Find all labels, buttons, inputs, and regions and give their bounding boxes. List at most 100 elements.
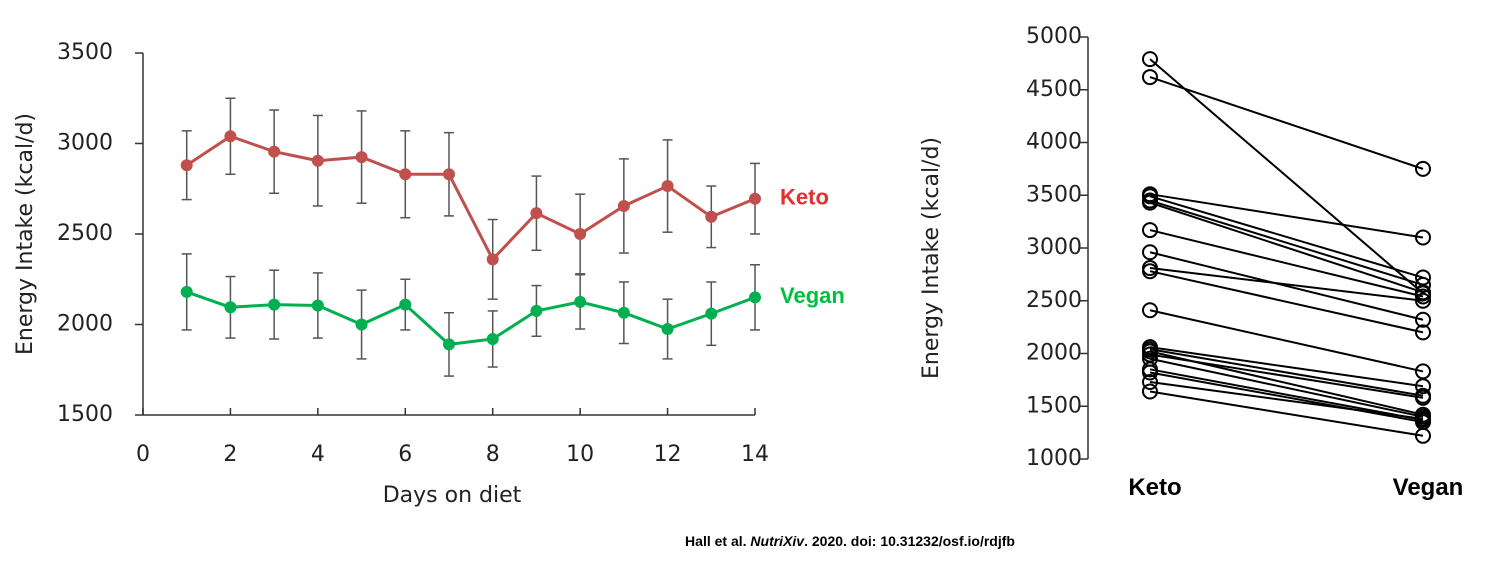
legend-label: Keto: [780, 185, 829, 210]
y-tick-label: 3000: [1026, 235, 1082, 260]
point: [530, 304, 543, 317]
point: [1142, 263, 1158, 280]
x-tick-label: 12: [654, 442, 682, 467]
pair-line: [1149, 353, 1424, 399]
y-tick-label: 2500: [1026, 288, 1082, 313]
point: [224, 130, 237, 143]
x-tick-label: 2: [223, 442, 237, 467]
pair-line: [1149, 251, 1424, 321]
legend-label: Vegan: [780, 283, 845, 308]
point: [1415, 292, 1431, 309]
point: [661, 180, 674, 193]
y-tick-label: 4500: [1026, 77, 1082, 102]
point: [399, 168, 412, 181]
y-axis-label: Energy Intake (kcal/d): [919, 137, 944, 379]
point: [224, 301, 237, 314]
y-tick-label: 2000: [1026, 341, 1082, 366]
point: [1415, 160, 1431, 177]
citation-authors: Hall et al.: [685, 533, 750, 549]
pair-line: [1149, 195, 1424, 279]
point: [749, 291, 761, 304]
point: [1142, 69, 1158, 86]
y-axis-label: Energy Intake (kcal/d): [13, 113, 38, 355]
point: [705, 307, 718, 320]
x-tick-label: 6: [398, 442, 412, 467]
pair-line: [1149, 76, 1424, 170]
point: [180, 285, 193, 298]
point: [530, 207, 543, 220]
point: [1415, 324, 1431, 341]
pair-line: [1149, 380, 1424, 420]
point: [355, 318, 368, 331]
point: [617, 306, 630, 319]
point: [268, 298, 281, 311]
citation-rest: . 2020. doi: 10.31232/osf.io/rdjfb: [804, 533, 1015, 549]
x-tick-label: 4: [311, 442, 325, 467]
y-tick-label: 2000: [57, 312, 113, 337]
point: [574, 228, 587, 240]
point: [486, 332, 499, 345]
pair-line: [1149, 267, 1424, 302]
pair-line: [1149, 58, 1424, 295]
pair-line: [1149, 309, 1424, 373]
category-label: Vegan: [1393, 474, 1464, 501]
pair-line: [1149, 193, 1424, 239]
pair-line: [1149, 346, 1424, 388]
y-tick-label: 3000: [57, 131, 113, 156]
pair-line: [1149, 368, 1424, 421]
point: [1415, 311, 1431, 328]
point: [1142, 383, 1158, 400]
point: [749, 192, 761, 205]
x-tick-label: 8: [486, 442, 500, 467]
y-tick-label: 3500: [57, 40, 113, 65]
point: [1142, 222, 1158, 239]
y-tick-label: 1500: [57, 402, 113, 427]
point: [1142, 51, 1158, 68]
point: [1415, 276, 1431, 293]
x-tick-label: 10: [566, 442, 594, 467]
point: [1142, 194, 1158, 211]
category-label: Keto: [1128, 474, 1181, 501]
citation: Hall et al. NutriXiv. 2020. doi: 10.3123…: [685, 533, 1015, 549]
point: [1415, 427, 1431, 444]
y-tick-label: 3500: [1026, 182, 1082, 207]
x-axis-label: Days on diet: [383, 483, 522, 508]
pair-line: [1149, 371, 1424, 424]
point: [1415, 378, 1431, 395]
point: [268, 145, 281, 158]
y-tick-label: 1000: [1026, 446, 1082, 471]
point: [1142, 244, 1158, 261]
point: [1142, 364, 1158, 381]
point: [311, 299, 324, 312]
point: [1142, 188, 1158, 205]
citation-journal: NutriXiv: [750, 533, 805, 549]
point: [1415, 410, 1431, 427]
pair-line: [1149, 390, 1424, 437]
point: [1142, 302, 1158, 319]
pair-line: [1149, 348, 1424, 397]
pair-line: [1149, 357, 1424, 418]
pair-line: [1149, 199, 1424, 286]
series-line: [186, 290, 756, 346]
point: [443, 338, 455, 351]
point: [1415, 389, 1431, 406]
y-tick-label: 5000: [1026, 24, 1082, 49]
y-tick-label: 2500: [57, 221, 113, 246]
point: [180, 159, 193, 172]
x-tick-label: 14: [741, 442, 769, 467]
x-tick-label: 0: [136, 442, 150, 467]
point: [1415, 284, 1431, 301]
pair-line: [1149, 201, 1424, 294]
point: [399, 298, 412, 311]
point: [661, 323, 674, 336]
point: [1415, 229, 1431, 246]
point: [1415, 288, 1431, 305]
series-line: [185, 134, 756, 262]
y-tick-label: 1500: [1026, 393, 1082, 418]
point: [443, 168, 455, 181]
point: [311, 154, 324, 167]
point: [574, 295, 587, 308]
point: [705, 210, 718, 223]
point: [617, 199, 630, 212]
